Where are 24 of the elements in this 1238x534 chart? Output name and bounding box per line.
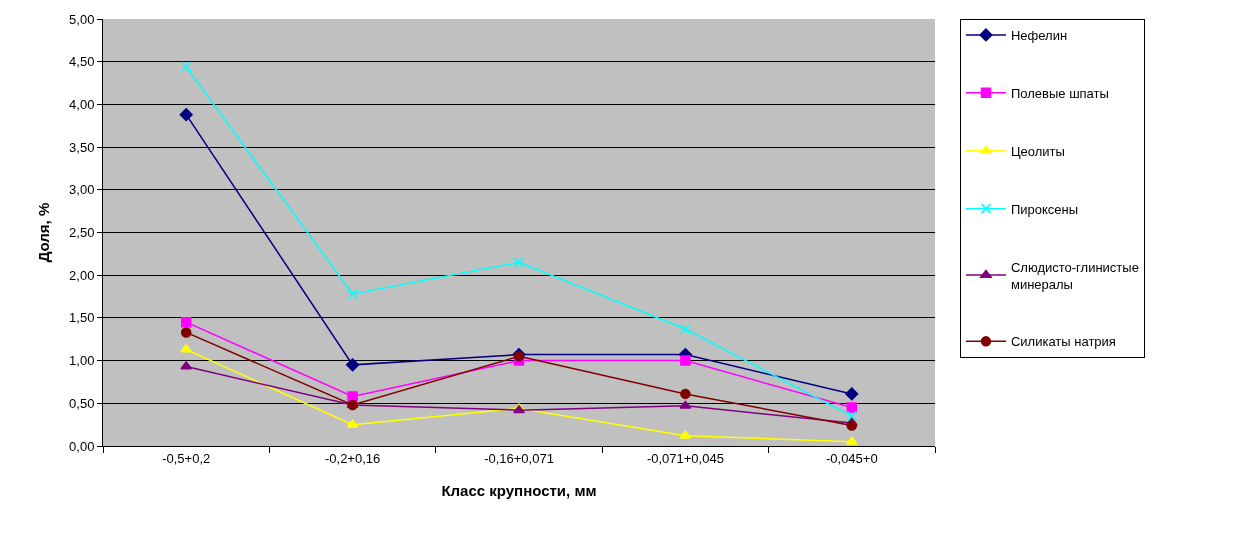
x-axis-title: Класс крупности, мм (441, 481, 597, 499)
x-tick-label: -0,2+0,16 (324, 450, 381, 466)
y-axis-title: Доля, % (35, 202, 53, 263)
y-tick-label: 1,50 (69, 310, 95, 326)
y-tick-label: 4,00 (69, 96, 95, 112)
legend-label: Нефелин (1010, 28, 1068, 44)
x-tick-label: -0,045+0 (825, 450, 878, 466)
legend-label: Пироксены (1010, 201, 1079, 217)
x-tick-label: -0,5+0,2 (162, 450, 211, 466)
legend-label: Силикаты натрия (1010, 334, 1116, 350)
y-tick-label: 2,00 (69, 267, 95, 283)
y-tick-label: 0,50 (69, 395, 95, 411)
y-tick-label: 0,00 (69, 438, 95, 454)
legend-label: Полевые шпаты (1010, 85, 1109, 101)
legend-label: Цеолиты (1010, 143, 1065, 159)
x-tick-label: -0,16+0,071 (484, 450, 554, 466)
y-tick-label: 2,50 (69, 225, 95, 241)
y-tick-label: 4,50 (69, 54, 95, 70)
y-tick-label: 3,50 (69, 139, 95, 155)
y-tick-label: 3,00 (69, 182, 95, 198)
y-tick-label: 5,00 (69, 11, 95, 27)
x-tick-label: -0,071+0,045 (646, 450, 724, 466)
legend-label: Слюдисто-глинистые минералы (1010, 259, 1139, 292)
y-tick-label: 1,00 (69, 353, 95, 369)
